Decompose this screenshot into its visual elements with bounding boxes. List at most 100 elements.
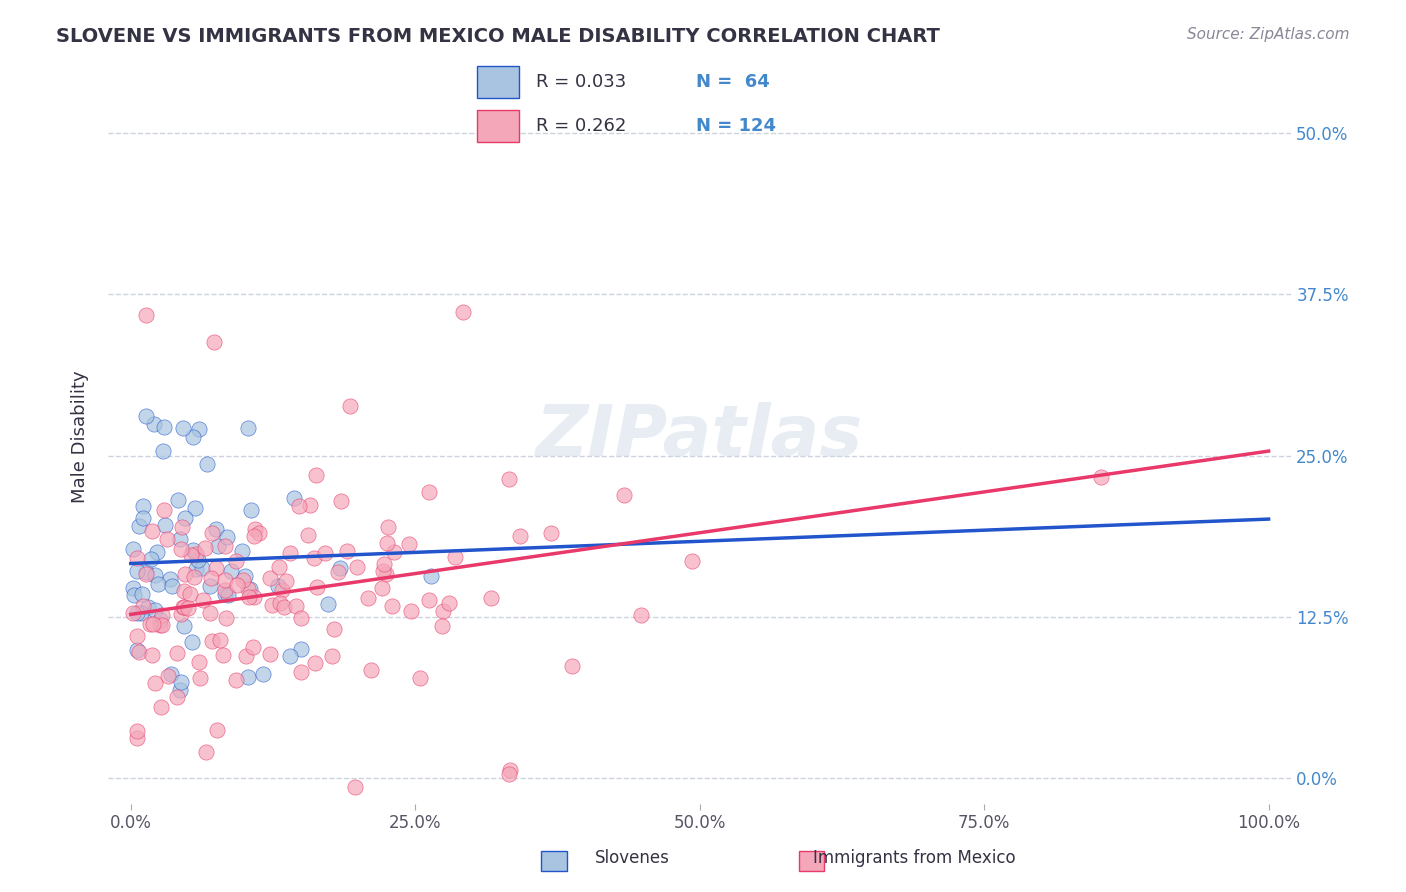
Slovenes [191,561,214,575]
Immigrants from Mexico [135,566,157,581]
Immigrants from Mexico [242,640,264,655]
Immigrants from Mexico [401,604,423,618]
Slovenes [207,540,229,554]
Slovenes [217,588,239,602]
Slovenes [170,674,193,689]
Immigrants from Mexico [630,608,652,623]
Immigrants from Mexico [432,604,454,618]
Immigrants from Mexico [290,611,312,625]
Immigrants from Mexico [188,671,211,685]
Immigrants from Mexico [232,573,254,587]
Slovenes [215,530,238,544]
Immigrants from Mexico [305,468,328,483]
Text: Source: ZipAtlas.com: Source: ZipAtlas.com [1187,27,1350,42]
Text: R = 0.033: R = 0.033 [536,73,626,91]
Text: Slovenes: Slovenes [595,849,671,867]
Immigrants from Mexico [304,657,326,671]
Immigrants from Mexico [276,574,298,588]
Immigrants from Mexico [166,646,188,660]
Slovenes [238,420,260,434]
Immigrants from Mexico [149,699,172,714]
Immigrants from Mexico [179,587,201,601]
Slovenes [195,457,218,471]
Slovenes [174,510,197,524]
Immigrants from Mexico [172,599,194,614]
Immigrants from Mexico [360,664,382,678]
Immigrants from Mexico [321,648,343,663]
Slovenes [181,542,204,557]
Text: Immigrants from Mexico: Immigrants from Mexico [813,849,1015,867]
Immigrants from Mexico [235,649,257,664]
Immigrants from Mexico [211,648,233,662]
Immigrants from Mexico [243,529,266,543]
Immigrants from Mexico [209,632,232,647]
Immigrants from Mexico [194,745,217,759]
Immigrants from Mexico [173,600,195,615]
Immigrants from Mexico [260,598,283,612]
Immigrants from Mexico [288,499,311,513]
Immigrants from Mexico [509,529,531,543]
Slovenes [183,430,205,444]
Immigrants from Mexico [170,520,193,534]
Immigrants from Mexico [297,527,319,541]
Immigrants from Mexico [1090,470,1112,484]
Immigrants from Mexico [382,544,405,558]
Immigrants from Mexico [681,554,703,568]
Slovenes [240,503,263,517]
Immigrants from Mexico [346,560,368,574]
Immigrants from Mexico [122,606,145,620]
Immigrants from Mexico [201,526,224,541]
Slovenes [132,511,155,525]
Slovenes [143,568,166,582]
Immigrants from Mexico [141,524,163,538]
Slovenes [131,587,153,601]
Slovenes [159,572,181,586]
Immigrants from Mexico [374,567,396,582]
Immigrants from Mexico [131,599,153,614]
Immigrants from Mexico [498,766,520,780]
Immigrants from Mexico [198,606,221,620]
Immigrants from Mexico [200,571,222,585]
Immigrants from Mexico [202,334,225,349]
Slovenes [187,553,209,567]
Immigrants from Mexico [205,560,228,574]
Slovenes [180,635,202,649]
Immigrants from Mexico [269,560,291,574]
Slovenes [162,579,184,593]
Text: N =  64: N = 64 [696,73,769,91]
Slovenes [278,649,301,664]
Slovenes [169,532,191,546]
Immigrants from Mexico [560,659,582,673]
Immigrants from Mexico [259,571,281,585]
Slovenes [221,564,243,578]
Slovenes [267,579,290,593]
Immigrants from Mexico [540,525,562,540]
Text: SLOVENE VS IMMIGRANTS FROM MEXICO MALE DISABILITY CORRELATION CHART: SLOVENE VS IMMIGRANTS FROM MEXICO MALE D… [56,27,941,45]
Immigrants from Mexico [329,493,352,508]
Slovenes [329,560,352,574]
Immigrants from Mexico [343,780,366,794]
Slovenes [128,519,150,533]
Immigrants from Mexico [170,607,193,621]
Immigrants from Mexico [225,673,247,687]
Immigrants from Mexico [373,557,395,571]
Immigrants from Mexico [245,522,267,536]
Immigrants from Mexico [170,542,193,557]
Immigrants from Mexico [139,617,162,632]
Immigrants from Mexico [371,582,394,596]
Immigrants from Mexico [153,502,176,516]
Slovenes [173,619,195,633]
Slovenes [188,422,211,436]
Immigrants from Mexico [191,593,214,607]
Immigrants from Mexico [499,764,522,778]
Slovenes [146,576,169,591]
FancyBboxPatch shape [477,66,519,98]
Y-axis label: Male Disability: Male Disability [72,370,89,502]
Immigrants from Mexico [326,566,349,580]
Immigrants from Mexico [156,669,179,683]
Immigrants from Mexico [418,484,440,499]
Slovenes [146,545,169,559]
Slovenes [172,421,194,435]
Slovenes [239,582,262,596]
Slovenes [169,682,191,697]
